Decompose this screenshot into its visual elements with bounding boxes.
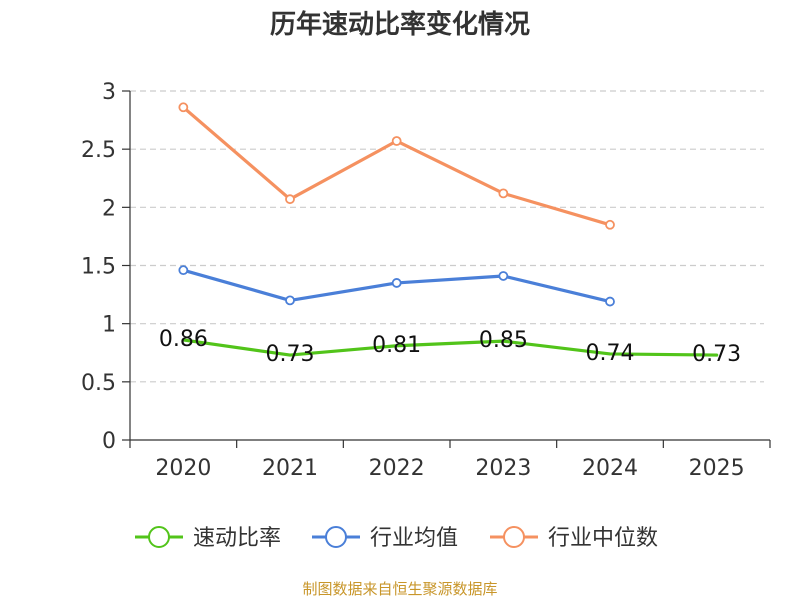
data-point	[391, 136, 402, 146]
chart-title: 历年速动比率变化情况	[269, 10, 530, 40]
y-tick-label: 3	[102, 80, 116, 105]
grid-lines	[130, 90, 764, 383]
legend-marker-0	[148, 526, 170, 548]
data-point	[605, 219, 615, 230]
legend: 速动比率 行业均值 行业中位数	[135, 526, 658, 551]
series-line-0	[181, 338, 719, 357]
data-label: 0.81	[372, 333, 421, 358]
source-note: 制图数据来自恒生聚源数据库	[302, 580, 498, 598]
data-point	[178, 102, 189, 113]
x-tick-label-2021: 2021	[262, 456, 318, 481]
legend-label-2: 行业中位数	[548, 526, 658, 551]
x-tick-label-2020: 2020	[155, 456, 211, 481]
legend-label-0: 速动比率	[193, 526, 281, 551]
x-tick-label-2023: 2023	[475, 456, 531, 481]
y-tick-label: 0.5	[81, 371, 116, 396]
series-line-2	[181, 105, 612, 227]
x-tick-label-2024: 2024	[582, 456, 638, 481]
data-labels: 0.86 0.73 0.81 0.85 0.74 0.73	[159, 327, 741, 367]
data-label: 0.86	[159, 327, 208, 352]
data-label: 0.74	[586, 341, 635, 366]
series-lines	[178, 102, 719, 357]
data-point	[498, 271, 509, 281]
data-point	[391, 278, 402, 288]
x-tick-label-2022: 2022	[369, 456, 425, 481]
y-tick-label: 2.5	[81, 138, 116, 163]
data-point	[498, 188, 509, 199]
data-point	[285, 295, 295, 306]
y-tick-label: 2	[102, 196, 116, 221]
axes: 0 0.5 1 1.5 2 2.5 3 2020 2021 2022 2023 2024 2025	[81, 80, 771, 481]
data-point	[605, 296, 615, 307]
legend-label-1: 行业均值	[370, 526, 458, 551]
legend-marker-1	[325, 526, 347, 548]
y-tick-label: 1	[102, 313, 116, 338]
data-point	[178, 265, 189, 276]
legend-marker-2	[503, 526, 525, 548]
y-tick-label: 1.5	[81, 255, 116, 280]
x-tick-label-2025: 2025	[689, 456, 745, 481]
data-label: 0.73	[266, 342, 315, 367]
data-label: 0.85	[479, 328, 528, 353]
y-tick-label: 0	[102, 429, 116, 454]
data-point	[285, 194, 295, 205]
data-label: 0.73	[692, 342, 741, 367]
